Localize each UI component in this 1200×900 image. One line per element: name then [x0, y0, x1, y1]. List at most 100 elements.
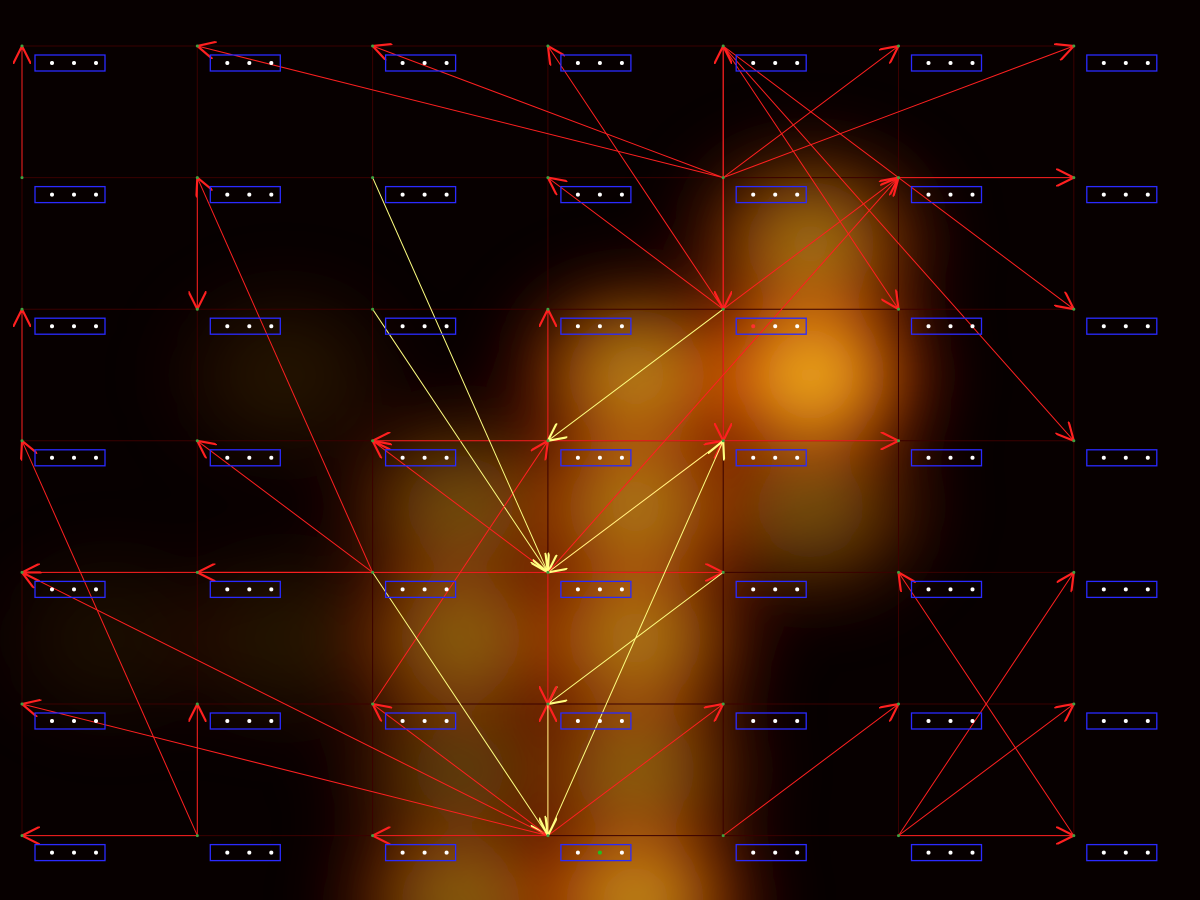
state-box-border — [209, 712, 281, 730]
state-dot — [400, 587, 405, 592]
state-dot — [795, 850, 800, 855]
state-dot — [269, 61, 274, 65]
state-box — [371, 834, 457, 862]
state-dot — [444, 324, 449, 329]
state-box — [20, 702, 106, 730]
state-box-border — [560, 449, 632, 467]
state-dot — [94, 192, 98, 197]
state-box — [546, 834, 632, 862]
state-dot — [970, 61, 975, 65]
state-box-border — [735, 449, 807, 467]
policy-arrow — [373, 704, 549, 836]
state-box — [371, 44, 457, 72]
grid-node — [721, 834, 725, 838]
grid-node — [546, 570, 550, 574]
state-dot — [948, 850, 953, 855]
state-dot — [422, 455, 427, 460]
state-box-border — [209, 185, 281, 204]
state-box — [546, 44, 632, 72]
policy-arrow — [197, 441, 373, 573]
state-dot — [619, 719, 624, 723]
state-dot — [948, 455, 953, 460]
grid-node — [897, 834, 900, 838]
state-dot — [422, 587, 427, 592]
grid-node — [721, 176, 725, 180]
state-dot — [970, 719, 975, 723]
state-box-border — [735, 185, 807, 204]
state-dot — [751, 719, 756, 723]
state-dot — [619, 455, 624, 460]
state-dot — [422, 192, 427, 197]
policy-arrow — [22, 704, 549, 837]
policy-arrow-highlight — [548, 440, 724, 573]
state-box-border — [1086, 843, 1158, 862]
policy-arrow — [197, 178, 374, 573]
state-dot — [422, 324, 427, 329]
state-dot — [1123, 192, 1128, 197]
grid-node — [897, 307, 900, 311]
policy-arrow — [547, 178, 899, 573]
state-box-border — [910, 843, 983, 862]
policy-arrow — [372, 441, 548, 705]
state-dot — [751, 192, 756, 197]
state-dot — [795, 192, 800, 197]
state-box — [20, 44, 106, 72]
state-box — [721, 439, 807, 467]
state-dot — [597, 587, 602, 592]
state-box-border — [1086, 449, 1158, 467]
grid-node — [20, 570, 24, 574]
policy-arrow — [548, 46, 724, 310]
grid-node — [20, 307, 24, 311]
state-box-border — [1086, 580, 1158, 599]
state-dot — [948, 719, 953, 723]
state-dot — [751, 850, 756, 855]
state-box-border — [209, 580, 281, 599]
state-dot — [970, 850, 975, 855]
state-dot — [1123, 587, 1128, 592]
state-dot — [400, 719, 405, 723]
grid-node — [371, 439, 375, 443]
state-dot — [94, 61, 98, 65]
state-box-border — [34, 317, 106, 335]
state-dot — [773, 719, 778, 723]
grid-node — [20, 176, 24, 180]
state-dot — [247, 719, 252, 723]
state-dot — [444, 455, 449, 460]
state-dot — [444, 192, 449, 197]
state-box-border — [209, 54, 281, 72]
state-dot — [269, 455, 274, 460]
state-dot — [773, 192, 778, 197]
grid-node — [721, 439, 725, 443]
state-dot — [619, 850, 624, 855]
state-box-border — [34, 449, 106, 467]
state-dot — [575, 455, 580, 460]
state-box — [721, 176, 807, 204]
grid-node — [1072, 176, 1076, 180]
grid-node — [195, 176, 199, 180]
grid-node — [195, 702, 199, 706]
state-box — [546, 702, 632, 730]
policy-arrow-highlight — [547, 441, 723, 836]
grid-node — [195, 439, 199, 443]
grid-node — [721, 307, 725, 311]
state-nodes — [20, 44, 1158, 862]
state-dot — [948, 192, 953, 197]
state-box-border — [560, 712, 632, 730]
state-box-border — [384, 54, 457, 72]
state-dot — [1145, 455, 1150, 460]
state-dot — [269, 192, 274, 197]
value-heatmap — [0, 144, 943, 900]
state-dot — [1101, 324, 1106, 329]
grid-node — [897, 44, 900, 48]
state-box — [546, 439, 632, 467]
grid-node — [1072, 834, 1076, 838]
state-dot — [795, 455, 800, 460]
state-box-border — [384, 712, 457, 730]
state-dot — [926, 850, 931, 855]
policy-arrow — [722, 45, 898, 309]
state-dot — [247, 587, 252, 592]
state-box-border — [1086, 712, 1158, 730]
state-dot — [50, 850, 54, 855]
state-dot — [225, 587, 230, 592]
